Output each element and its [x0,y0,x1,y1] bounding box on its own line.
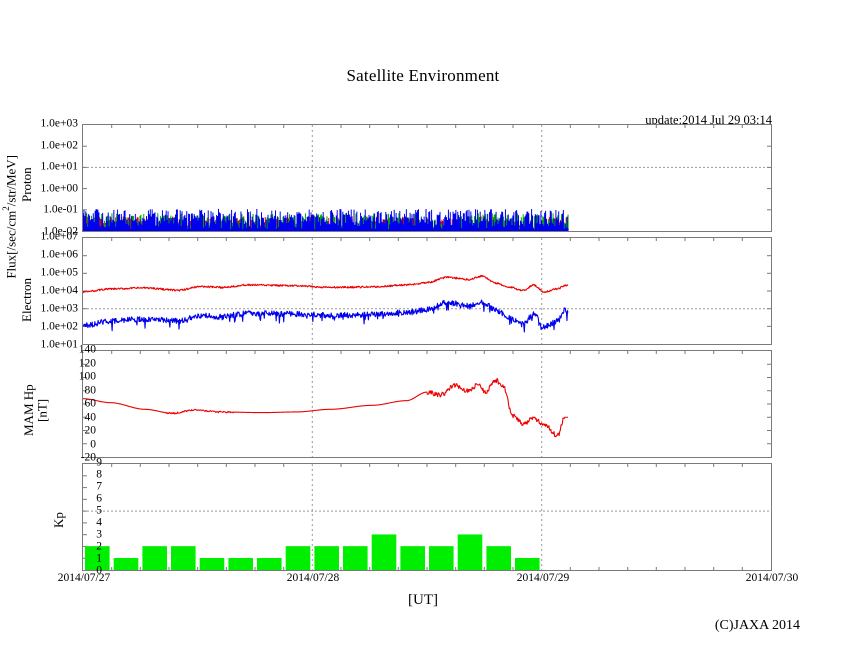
ytick: 40 [84,410,97,423]
kp-bar [371,534,397,570]
kp-bar-group [85,534,540,570]
ytick: 1.0e+03 [40,302,78,315]
ytick: 80 [84,383,97,396]
xtick-label: 2014/07/27 [57,572,111,584]
ytick: 100 [78,370,96,383]
kp-bar [400,546,425,570]
ytick: 6 [96,492,102,505]
flux-axis-label-main: Flux[/sec/cm [3,210,19,279]
mam-hp-trace [83,377,569,438]
ytick: 0 [90,437,96,450]
ytick: 1.0e+05 [40,266,78,279]
electron-panel [82,237,772,345]
ytick: 0 [96,564,102,577]
kp-bar [457,534,483,570]
ytick: 1.0e+02 [40,320,78,333]
xtick-label: 2014/07/30 [745,572,799,584]
ytick: 60 [84,397,97,410]
ytick: 1 [96,552,102,565]
xaxis-title: [UT] [408,592,438,608]
ytick: 140 [78,343,96,356]
ytick: 1.0e-01 [43,203,78,216]
ytick: 1.0e+02 [40,138,78,151]
ytick: -20 [80,451,96,464]
flux-axis-label: Flux[/sec/cm2/str/MeV] [1,155,20,279]
kp-ytick-labels: 9 8 7 6 5 4 3 2 1 0 [46,457,102,576]
kp-bar [486,546,511,570]
flux-axis-label-superscript: 2 [1,206,11,211]
ytick: 1.0e+01 [40,160,78,173]
mam-plot-area [83,351,771,457]
kp-bar [199,557,225,570]
ytick: 120 [78,356,96,369]
kp-bar [85,546,110,570]
kp-bar [285,546,311,570]
ytick: 1.0e+06 [40,248,78,261]
ytick: 5 [96,504,102,517]
ytick: 8 [96,468,102,481]
kp-plot-area [83,464,771,570]
ytick: 1.0e-02 [43,225,78,238]
ytick: 3 [96,528,102,541]
kp-bar [142,546,167,570]
ytick: 1.0e+00 [40,182,78,195]
electron-ytick-labels: 1.0e+07 1.0e+06 1.0e+05 1.0e+04 1.0e+03 … [22,231,78,350]
ytick: 1.0e+07 [40,230,78,243]
xtick-label: 2014/07/28 [286,572,340,584]
ytick: 1.0e+03 [40,117,78,130]
kp-bar [257,557,282,570]
ytick: 2 [96,540,102,553]
copyright-credit: (C)JAXA 2014 [714,618,800,633]
kp-bar [228,557,253,570]
electron-plot-area [83,238,771,344]
proton-panel [82,124,772,232]
ytick: 20 [84,424,97,437]
page-title: Satellite Environment [346,66,500,85]
mam-panel [82,350,772,458]
kp-bar [113,557,139,570]
electron-traces [83,274,569,333]
mam-ticks [83,351,771,445]
proton-ticks [83,125,771,211]
kp-bar [343,546,368,570]
kp-bar [429,546,454,570]
ytick: 4 [96,516,102,529]
ytick: 1.0e+04 [40,284,78,297]
kp-panel [82,463,772,571]
ytick: 9 [96,456,102,469]
mam-ytick-labels: 140 120 100 80 60 40 20 0 -20 [40,344,97,463]
kp-bar [515,557,540,570]
proton-ytick-labels: 1.0e+03 1.0e+02 1.0e+01 1.0e+00 1.0e-01 … [22,118,78,237]
kp-bar [314,546,339,570]
update-timestamp: update:2014 Jul 29 03:14 [645,113,772,127]
ytick: 1.0e+01 [40,338,78,351]
flux-axis-label-tail: /str/MeV] [3,155,19,207]
proton-noise-traces [83,208,569,231]
proton-plot-area [83,125,771,231]
xtick-label: 2014/07/29 [516,572,570,584]
kp-bar [171,546,196,570]
ytick: 7 [96,480,102,493]
